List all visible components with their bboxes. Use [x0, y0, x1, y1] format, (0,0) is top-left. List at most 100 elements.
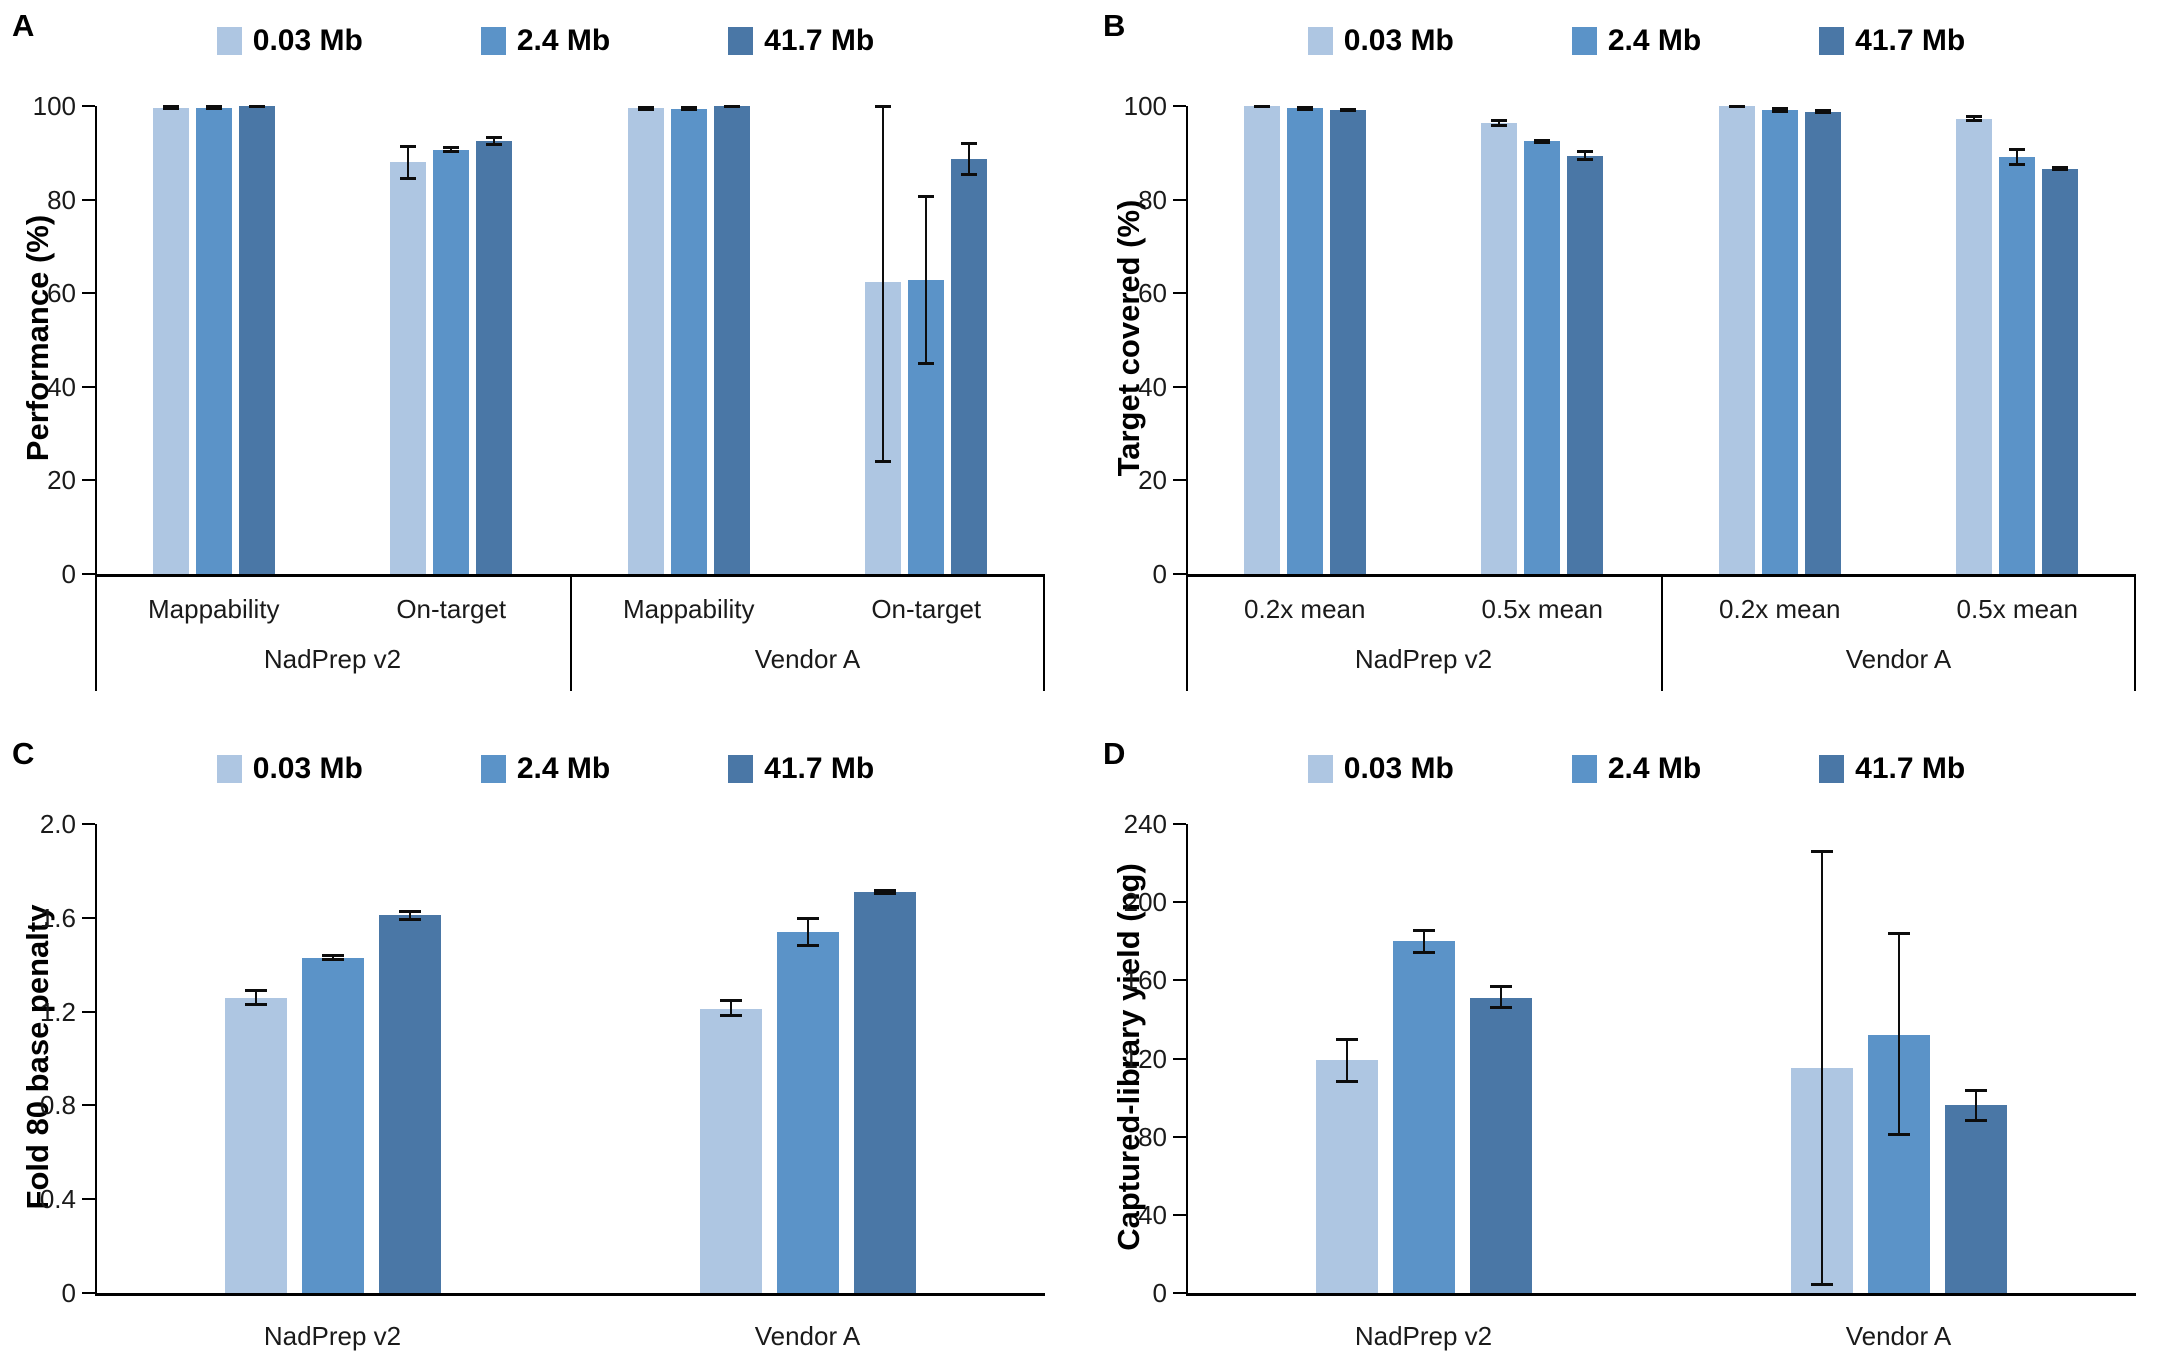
error-bar-cap-top — [1966, 115, 1983, 119]
error-bar-cap-top — [719, 998, 742, 1002]
legend-swatch — [1307, 755, 1333, 783]
x-axis-line — [1186, 574, 2136, 577]
legend-label: 2.4 Mb — [1607, 752, 1702, 785]
error-bar-cap-bottom — [1577, 158, 1594, 162]
y-axis-tick — [82, 1198, 95, 1201]
error-bar — [1422, 929, 1425, 953]
error-bar-cap-bottom — [873, 892, 896, 896]
error-bar — [450, 146, 453, 153]
panel-a: A 0.03 Mb 2.4 Mb 41.7 Mb Performance (%) 0 20 4… — [0, 0, 1091, 691]
bar — [152, 107, 189, 574]
bar — [1718, 106, 1755, 574]
error-bar-cap-bottom — [1534, 140, 1551, 144]
y-tick-label: 40 — [1138, 1199, 1167, 1230]
bar — [699, 1009, 762, 1293]
error-bar-cap-bottom — [486, 143, 503, 147]
error-bar-cap-top — [486, 135, 503, 139]
x-group-label: NadPrep v2 — [263, 1321, 402, 1351]
error-bar-cap-bottom — [2052, 168, 2069, 172]
error-bar-cap-top — [1489, 985, 1512, 989]
error-bar — [806, 917, 809, 946]
y-tick-label: 80 — [1138, 1121, 1167, 1152]
y-axis-tick — [1173, 1292, 1186, 1294]
error-bar-cap-top — [796, 916, 819, 920]
x-category-label: Mappability — [147, 594, 280, 624]
error-bar-cap-bottom — [1728, 105, 1745, 109]
error-bar — [331, 955, 334, 960]
group-divider-line — [2134, 577, 2136, 691]
error-bar-cap-bottom — [1412, 950, 1435, 954]
legend-label: 0.03 Mb — [252, 24, 363, 57]
bar — [1329, 110, 1366, 574]
panel-label: B — [1103, 8, 1126, 43]
legend: 0.03 Mb 2.4 Mb 41.7 Mb — [1091, 752, 2182, 786]
panel-label: C — [12, 736, 35, 771]
error-bar-cap-top — [875, 105, 892, 108]
legend-label: 2.4 Mb — [516, 752, 611, 785]
y-axis-tick — [82, 1010, 95, 1013]
bar — [2042, 168, 2079, 574]
x-group-label: Vendor A — [754, 644, 861, 674]
y-tick-label: 100 — [32, 91, 76, 121]
error-bar — [2016, 149, 2019, 165]
panel-label: D — [1103, 736, 1126, 771]
bar — [627, 108, 664, 574]
legend-swatch — [480, 27, 506, 55]
error-bar-cap-bottom — [1814, 110, 1831, 114]
error-bar — [882, 106, 885, 462]
y-axis-tick — [1173, 385, 1186, 388]
error-bar — [407, 145, 410, 180]
error-bar-cap-top — [1491, 119, 1508, 123]
bar — [776, 931, 839, 1293]
legend-swatch — [216, 27, 242, 55]
legend-swatch — [728, 755, 754, 783]
bar — [1469, 997, 1532, 1293]
group-divider-line — [1043, 577, 1045, 691]
legend-item: 2.4 Mb — [480, 752, 611, 786]
error-bar-cap-bottom — [1253, 105, 1270, 109]
error-bar-cap-top — [2009, 148, 2026, 152]
bar — [951, 158, 988, 574]
legend-swatch — [216, 755, 242, 783]
legend-item: 2.4 Mb — [480, 24, 610, 58]
legend-item: 0.03 Mb — [1307, 752, 1454, 786]
legend-item: 41.7 Mb — [728, 24, 874, 58]
x-category-label: 0.2x mean — [1244, 594, 1366, 624]
panel-b: B 0.03 Mb 2.4 Mb 41.7 Mb Target covered (%) 0… — [1091, 0, 2182, 691]
y-axis-title: Performance (%) — [20, 214, 55, 462]
y-axis-line — [1186, 824, 1188, 1296]
y-tick-label: 20 — [1138, 465, 1167, 496]
error-bar-cap-bottom — [400, 177, 417, 181]
error-bar-cap-top — [1771, 106, 1788, 110]
y-tick-label: 0 — [61, 559, 76, 589]
error-bar-cap-top — [400, 144, 417, 148]
bar — [390, 162, 427, 574]
bar — [378, 915, 441, 1293]
y-axis-tick — [1173, 105, 1186, 107]
legend: 0.03 Mb 2.4 Mb 41.7 Mb — [0, 752, 1091, 786]
y-tick-label: 200 — [1123, 887, 1167, 918]
error-bar — [729, 999, 732, 1017]
error-bar-cap-bottom — [723, 105, 740, 109]
error-bar-cap-top — [873, 888, 896, 892]
y-tick-label: 60 — [47, 278, 76, 309]
bar — [1567, 155, 1604, 574]
legend: 0.03 Mb 2.4 Mb 41.7 Mb — [1091, 24, 2182, 58]
error-bar-cap-top — [398, 909, 421, 913]
y-tick-label: 1.2 — [39, 996, 76, 1027]
x-axis-line — [1186, 1293, 2136, 1296]
error-bar-cap-top — [1335, 1037, 1358, 1041]
bar — [224, 997, 287, 1293]
error-bar — [408, 910, 411, 921]
error-bar — [1778, 107, 1781, 113]
y-axis-tick — [1173, 573, 1186, 575]
error-bar-cap-top — [205, 105, 222, 109]
error-bar-cap-bottom — [1810, 1283, 1833, 1287]
y-axis-tick — [82, 385, 95, 388]
y-tick-label: 40 — [47, 371, 76, 402]
bar — [1315, 1060, 1378, 1293]
bar — [1481, 122, 1518, 574]
x-group-label: NadPrep v2 — [1354, 644, 1493, 674]
bar — [476, 141, 513, 574]
legend-swatch — [1571, 755, 1597, 783]
